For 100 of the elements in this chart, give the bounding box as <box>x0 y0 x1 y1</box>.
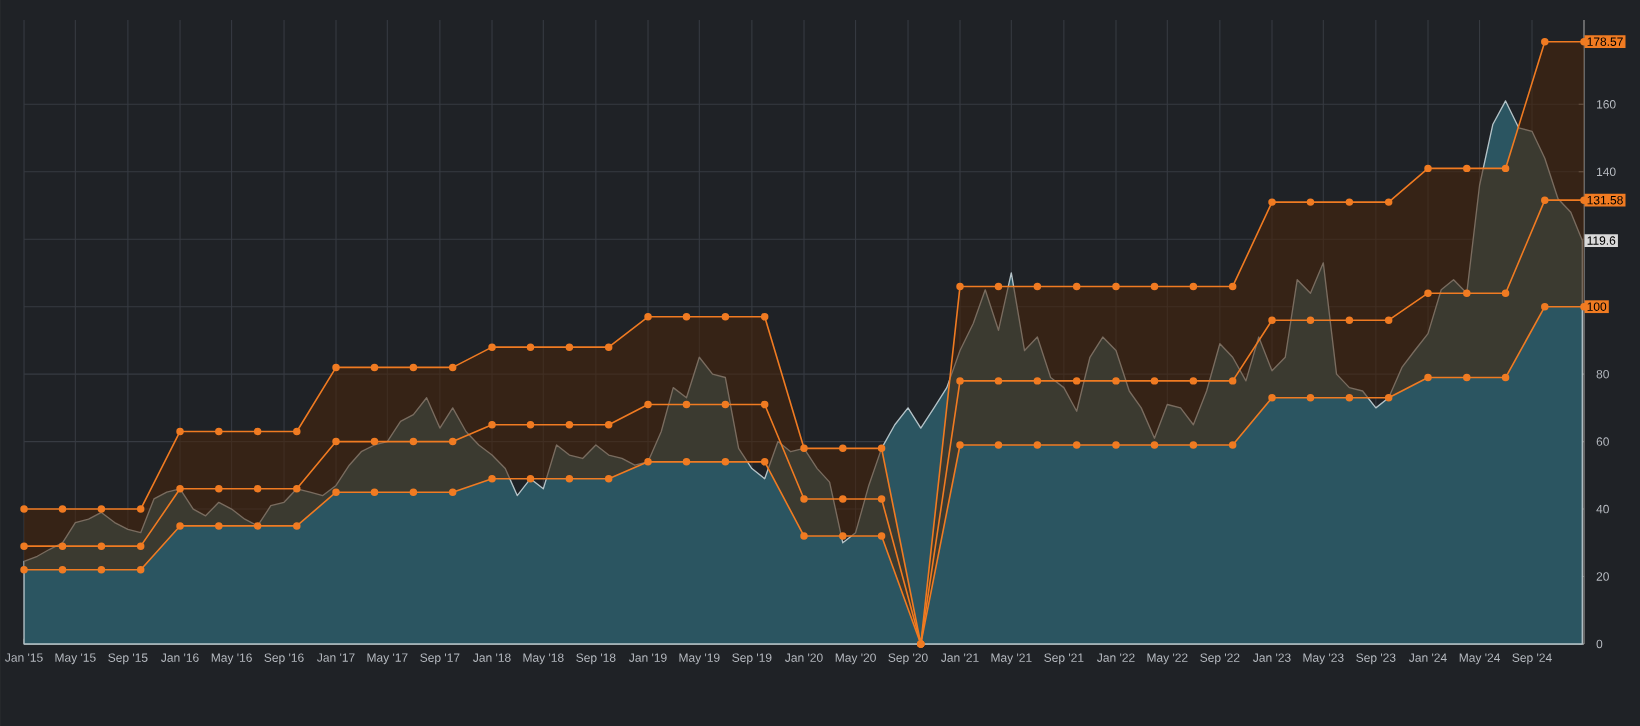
point <box>448 363 457 372</box>
point <box>20 505 28 513</box>
point <box>370 363 379 372</box>
point <box>1072 377 1081 385</box>
point <box>1345 198 1354 206</box>
point <box>1463 164 1471 173</box>
point <box>97 566 106 574</box>
point <box>1072 441 1081 449</box>
point <box>800 532 808 540</box>
point <box>682 458 691 466</box>
point <box>332 488 340 496</box>
point <box>644 400 652 409</box>
point <box>760 313 769 321</box>
point <box>877 444 886 453</box>
point <box>488 474 496 483</box>
point <box>253 522 262 530</box>
point <box>877 532 886 540</box>
point <box>1345 394 1354 402</box>
point <box>448 437 457 446</box>
point <box>97 505 106 513</box>
point <box>1228 282 1237 291</box>
point <box>97 542 106 550</box>
point <box>877 495 886 503</box>
point <box>1112 282 1120 291</box>
point <box>956 282 964 291</box>
point <box>839 495 847 503</box>
point <box>1463 373 1471 382</box>
point <box>1306 316 1315 324</box>
point <box>760 458 769 466</box>
point <box>1112 377 1120 385</box>
point <box>604 343 613 351</box>
point <box>604 421 613 429</box>
point <box>370 488 379 496</box>
point <box>58 566 67 574</box>
point <box>176 427 184 436</box>
point <box>1189 441 1198 449</box>
point <box>136 505 145 513</box>
point <box>565 421 574 429</box>
point <box>1541 196 1549 204</box>
point <box>1228 441 1237 449</box>
point <box>1345 316 1354 324</box>
point <box>604 474 613 483</box>
point <box>409 437 418 446</box>
point <box>1424 164 1432 173</box>
point <box>409 488 418 496</box>
point <box>526 343 535 351</box>
point <box>332 363 340 372</box>
point <box>136 542 145 550</box>
point <box>1268 198 1276 206</box>
point <box>526 421 535 429</box>
point <box>1033 282 1042 291</box>
point <box>332 437 340 446</box>
point <box>721 313 730 321</box>
point <box>1189 377 1198 385</box>
point <box>1189 282 1198 291</box>
point <box>293 522 301 530</box>
point <box>644 458 652 466</box>
point <box>253 427 262 436</box>
point <box>20 566 28 574</box>
point <box>644 313 652 321</box>
point <box>176 485 184 493</box>
point <box>1268 316 1276 324</box>
point <box>1501 164 1510 173</box>
point <box>370 437 379 446</box>
point <box>1541 302 1549 311</box>
point <box>1463 289 1471 297</box>
point <box>215 427 223 436</box>
point <box>760 400 769 409</box>
point <box>956 377 964 385</box>
point <box>1501 373 1510 382</box>
point <box>994 441 1003 449</box>
point <box>721 458 730 466</box>
point <box>1424 373 1432 382</box>
point <box>1384 394 1393 402</box>
point <box>293 485 301 493</box>
point <box>20 542 28 550</box>
point <box>215 522 223 530</box>
point <box>1150 441 1159 449</box>
point <box>800 444 808 453</box>
point <box>448 488 457 496</box>
point <box>1306 394 1315 402</box>
point <box>1150 377 1159 385</box>
point <box>1150 282 1159 291</box>
point <box>1033 377 1042 385</box>
point <box>565 343 574 351</box>
point <box>839 444 847 453</box>
point <box>136 566 145 574</box>
point <box>994 282 1003 291</box>
point <box>1501 289 1510 297</box>
point <box>1306 198 1315 206</box>
point <box>800 495 808 503</box>
point <box>1072 282 1081 291</box>
point <box>488 421 496 429</box>
point <box>839 532 847 540</box>
point <box>994 377 1003 385</box>
point <box>1541 37 1549 46</box>
point <box>58 505 67 513</box>
point <box>1112 441 1120 449</box>
point <box>1268 394 1276 402</box>
point <box>565 474 574 483</box>
